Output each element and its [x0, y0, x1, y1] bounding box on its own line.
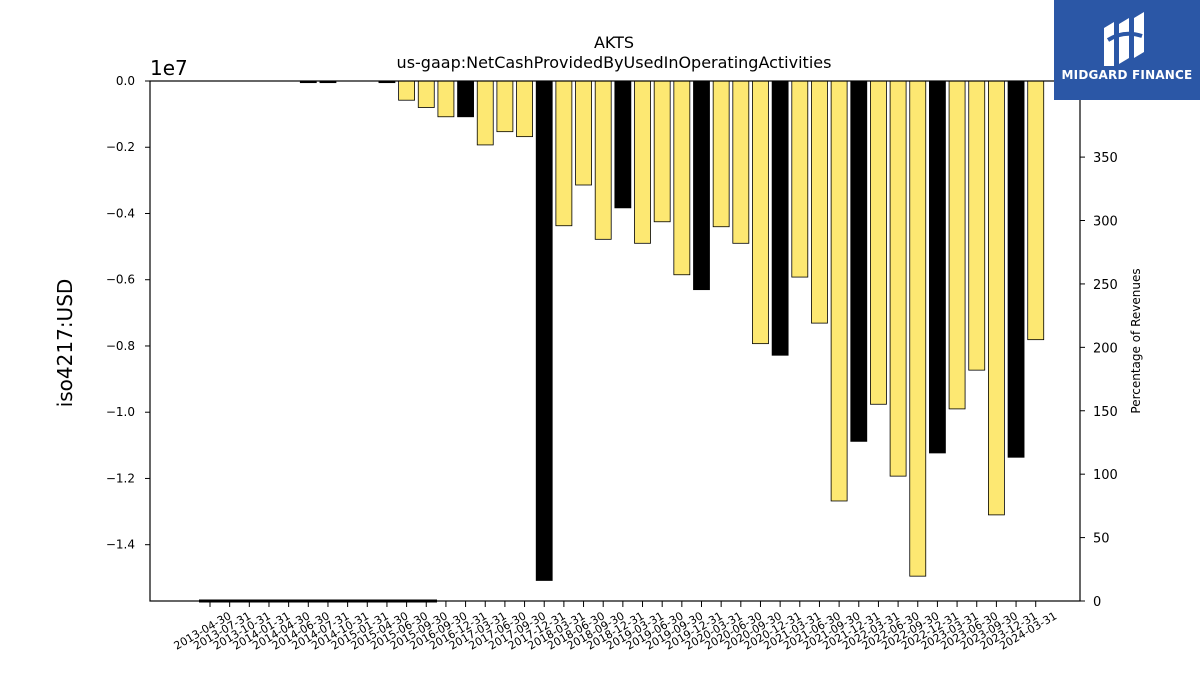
y2-tick-label: 250: [1093, 278, 1118, 293]
y2-tick-label: 350: [1093, 151, 1118, 166]
y-tick-label: 0.0: [116, 74, 135, 88]
bar-2020-06-30: [732, 80, 750, 244]
y-axis-ticks: 0.0 −0.2 −0.4 −0.6 −0.8 −1.0 −1.2 −1.4: [106, 74, 150, 552]
y2-axis-ticks: 0 50 100 150 200 250 300 350: [1080, 151, 1118, 610]
y-tick-label: −1.2: [106, 471, 135, 485]
bar-2015-09-30: [417, 80, 435, 108]
y-axis-label: iso4217:USD: [53, 279, 77, 408]
bar-2022-03-31: [870, 80, 887, 405]
bar-2016-09-30: [437, 80, 455, 118]
bar-2023-12-31: [1007, 80, 1025, 458]
bar-2020-03-31: [712, 80, 730, 228]
bar-2020-09-30: [752, 80, 769, 345]
y2-axis-label: Percentage of Revenues: [1129, 268, 1143, 413]
y2-tick-label: 100: [1093, 468, 1118, 483]
y2-tick-label: 0: [1093, 595, 1101, 610]
y2-tick-label: 50: [1093, 532, 1110, 547]
y-tick-label: −0.4: [106, 206, 135, 220]
y2-tick-label: 200: [1093, 341, 1118, 356]
bar-2022-06-30: [889, 80, 907, 477]
bar-2015-06-30: [398, 80, 416, 101]
brand-logo: MIDGARD FINANCE: [1054, 0, 1200, 100]
brand-logo-text: MIDGARD FINANCE: [1061, 68, 1193, 82]
bar-2017-09-30: [516, 80, 533, 138]
bar-2018-03-31: [555, 80, 573, 227]
bar-2019-12-31: [693, 80, 710, 291]
y-tick-label: −0.6: [106, 273, 135, 287]
bar-2018-06-30: [575, 80, 592, 186]
y2-tick-label: 300: [1093, 215, 1118, 230]
midgard-m-logo-icon: [1104, 12, 1144, 66]
bar-2018-12-31: [614, 80, 632, 209]
y-tick-label: −1.4: [106, 538, 135, 552]
plot-frame: [149, 80, 1081, 602]
x-axis-ticks: 2013-04-302013-07-312013-10-312014-01-31…: [172, 601, 1059, 653]
bar-2019-09-30: [673, 80, 691, 276]
chart-title: AKTS: [594, 33, 634, 52]
bar-2022-12-31: [929, 80, 946, 454]
bar-2023-09-30: [988, 80, 1005, 516]
bar-2016-12-31: [457, 80, 474, 118]
y-offset-label: 1e7: [150, 56, 188, 80]
y-tick-label: −0.8: [106, 339, 135, 353]
bar-2021-09-30: [830, 80, 848, 502]
bar-2019-03-31: [634, 80, 651, 244]
y-tick-label: −1.0: [106, 405, 135, 419]
bar-2021-03-31: [791, 80, 809, 278]
bar-2018-09-30: [594, 80, 612, 240]
bar-2021-12-31: [850, 80, 868, 442]
bar-2017-03-31: [476, 80, 494, 146]
bar-2020-12-31: [771, 80, 789, 356]
bar-2023-06-30: [968, 80, 986, 371]
bar-2017-06-30: [496, 80, 514, 133]
bar-2017-12-31: [535, 80, 553, 581]
bar-2022-09-30: [909, 80, 927, 577]
bar-2019-06-30: [653, 80, 671, 223]
bar-2024-03-31: [1027, 80, 1045, 341]
y2-tick-label: 150: [1093, 405, 1118, 420]
bar-2023-03-31: [948, 80, 966, 410]
y-tick-label: −0.2: [106, 140, 135, 154]
bars-group: [299, 80, 1045, 581]
chart-subtitle: us-gaap:NetCashProvidedByUsedInOperating…: [397, 53, 832, 72]
bar-2021-06-30: [811, 80, 828, 324]
